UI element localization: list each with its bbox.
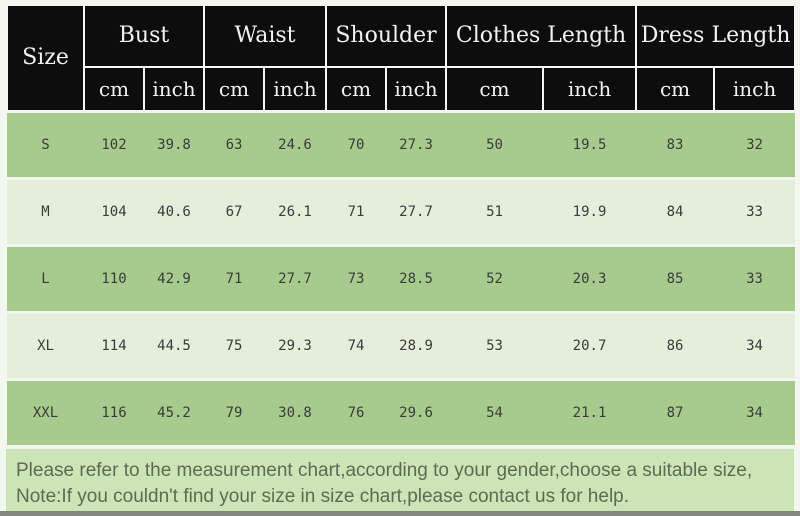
unit-dress-cm: cm [635, 66, 716, 113]
value-cell: 74 [326, 311, 387, 380]
header-group-row: Size Bust Waist Shoulder Clothes Length … [6, 4, 797, 113]
size-chart-table: Size Bust Waist Shoulder Clothes Length … [6, 4, 797, 445]
header-waist: Waist [202, 4, 328, 68]
unit-clothes-cm: cm [445, 66, 545, 113]
size-cell: M [7, 177, 84, 246]
value-cell: 29.3 [264, 311, 327, 380]
value-cell: 85 [636, 244, 715, 313]
value-cell: 70 [326, 110, 387, 179]
value-cell: 116 [84, 378, 144, 445]
value-cell: 86 [636, 311, 715, 380]
unit-bust-inch: inch [143, 66, 205, 113]
value-cell: 50 [446, 110, 544, 179]
value-cell: 44.5 [144, 311, 204, 380]
value-cell: 33 [714, 177, 796, 246]
size-cell: XL [7, 311, 84, 380]
value-cell: 40.6 [144, 177, 204, 246]
value-cell: 84 [636, 177, 715, 246]
table-row-xl: XL 114 44.5 75 29.3 74 28.9 53 20.7 86 3… [7, 311, 796, 380]
unit-shoulder-cm: cm [325, 66, 388, 113]
value-cell: 34 [714, 311, 796, 380]
value-cell: 71 [204, 244, 264, 313]
value-cell: 54 [446, 378, 544, 445]
value-cell: 53 [446, 311, 544, 380]
unit-waist-cm: cm [203, 66, 265, 113]
measurement-note: Please refer to the measurement chart,ac… [6, 449, 794, 516]
table-row-m: M 104 40.6 67 26.1 71 27.7 51 19.9 84 33 [7, 177, 796, 246]
value-cell: 71 [326, 177, 387, 246]
value-cell: 51 [446, 177, 544, 246]
value-cell: 104 [84, 177, 144, 246]
value-cell: 20.7 [543, 311, 637, 380]
unit-waist-inch: inch [262, 66, 328, 113]
note-line-1: Please refer to the measurement chart,ac… [16, 460, 753, 481]
value-cell: 28.9 [386, 311, 447, 380]
value-cell: 67 [204, 177, 264, 246]
value-cell: 33 [714, 244, 796, 313]
note-line-2: Note:If you couldn't find your size in s… [16, 486, 630, 507]
value-cell: 75 [204, 311, 264, 380]
value-cell: 30.8 [264, 378, 327, 445]
value-cell: 39.8 [144, 110, 204, 179]
value-cell: 26.1 [264, 177, 327, 246]
value-cell: 27.7 [264, 244, 327, 313]
size-cell: S [7, 110, 84, 179]
table-row-l: L 110 42.9 71 27.7 73 28.5 52 20.3 85 33 [7, 244, 796, 313]
header-dress-length: Dress Length [635, 4, 797, 68]
unit-dress-inch: inch [713, 66, 797, 113]
value-cell: 110 [84, 244, 144, 313]
value-cell: 28.5 [386, 244, 447, 313]
value-cell: 20.3 [543, 244, 637, 313]
table-body: S 102 39.8 63 24.6 70 27.3 50 19.5 83 32… [7, 110, 796, 445]
value-cell: 45.2 [144, 378, 204, 445]
unit-bust-cm: cm [83, 66, 145, 113]
value-cell: 102 [84, 110, 144, 179]
value-cell: 27.3 [386, 110, 447, 179]
value-cell: 42.9 [144, 244, 204, 313]
bottom-edge-strip [0, 511, 800, 516]
header-bust: Bust [83, 4, 205, 68]
value-cell: 19.9 [543, 177, 637, 246]
value-cell: 63 [204, 110, 264, 179]
value-cell: 73 [326, 244, 387, 313]
value-cell: 52 [446, 244, 544, 313]
value-cell: 76 [326, 378, 387, 445]
table-row-xxl: XXL 116 45.2 79 30.8 76 29.6 54 21.1 87 … [7, 378, 796, 445]
value-cell: 29.6 [386, 378, 447, 445]
header-size: Size [6, 4, 85, 113]
size-cell: L [7, 244, 84, 313]
value-cell: 87 [636, 378, 715, 445]
value-cell: 19.5 [543, 110, 637, 179]
unit-clothes-inch: inch [542, 66, 638, 113]
value-cell: 27.7 [386, 177, 447, 246]
value-cell: 83 [636, 110, 715, 179]
header-clothes-length: Clothes Length [445, 4, 638, 68]
size-cell: XXL [7, 378, 84, 445]
unit-shoulder-inch: inch [385, 66, 448, 113]
header-shoulder: Shoulder [325, 4, 448, 68]
header-unit-row: cm inch cm inch cm inch cm inch cm inch [7, 66, 797, 113]
value-cell: 114 [84, 311, 144, 380]
value-cell: 34 [714, 378, 796, 445]
value-cell: 24.6 [264, 110, 327, 179]
value-cell: 21.1 [543, 378, 637, 445]
value-cell: 32 [714, 110, 796, 179]
table-row-s: S 102 39.8 63 24.6 70 27.3 50 19.5 83 32 [7, 110, 796, 179]
table-header: Size Bust Waist Shoulder Clothes Length … [6, 4, 797, 113]
value-cell: 79 [204, 378, 264, 445]
